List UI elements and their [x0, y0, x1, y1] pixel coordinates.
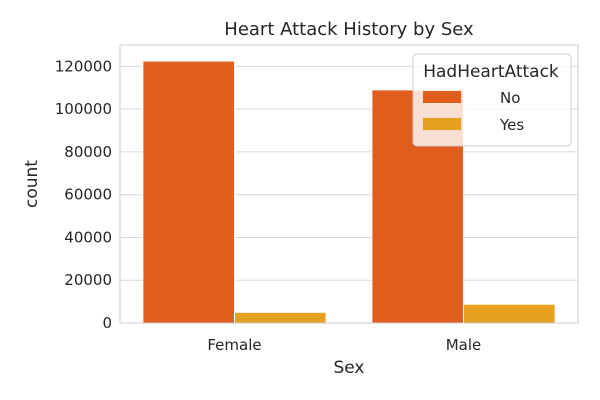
legend-title: HadHeartAttack — [423, 62, 559, 82]
y-tick-label: 80000 — [64, 143, 112, 161]
x-axis-label: Sex — [333, 358, 364, 378]
x-tick-label: Female — [207, 336, 261, 354]
bar-male-yes — [463, 303, 556, 324]
y-tick-label: 40000 — [64, 228, 112, 246]
bar-female-no — [142, 60, 235, 324]
chart-title: Heart Attack History by Sex — [224, 19, 474, 40]
y-tick-label: 0 — [102, 314, 112, 332]
plot-frame — [119, 44, 579, 324]
x-axis-ticks: Female Male — [207, 336, 481, 354]
y-tick-label: 20000 — [64, 271, 112, 289]
legend-label-no: No — [500, 89, 520, 107]
y-tick-label: 100000 — [55, 100, 112, 118]
legend-swatch-yes — [423, 118, 461, 130]
y-tick-label: 60000 — [64, 186, 112, 204]
y-axis-label: count — [22, 160, 42, 208]
y-tick-label: 120000 — [55, 57, 112, 75]
legend: HadHeartAttack No Yes — [412, 53, 572, 147]
legend-label-yes: Yes — [499, 116, 524, 134]
legend-swatch-no — [423, 91, 461, 103]
y-axis-ticks: 0 20000 40000 60000 80000 100000 120000 — [55, 57, 112, 332]
x-tick-label: Male — [446, 336, 482, 354]
bar-female-yes — [234, 311, 327, 324]
